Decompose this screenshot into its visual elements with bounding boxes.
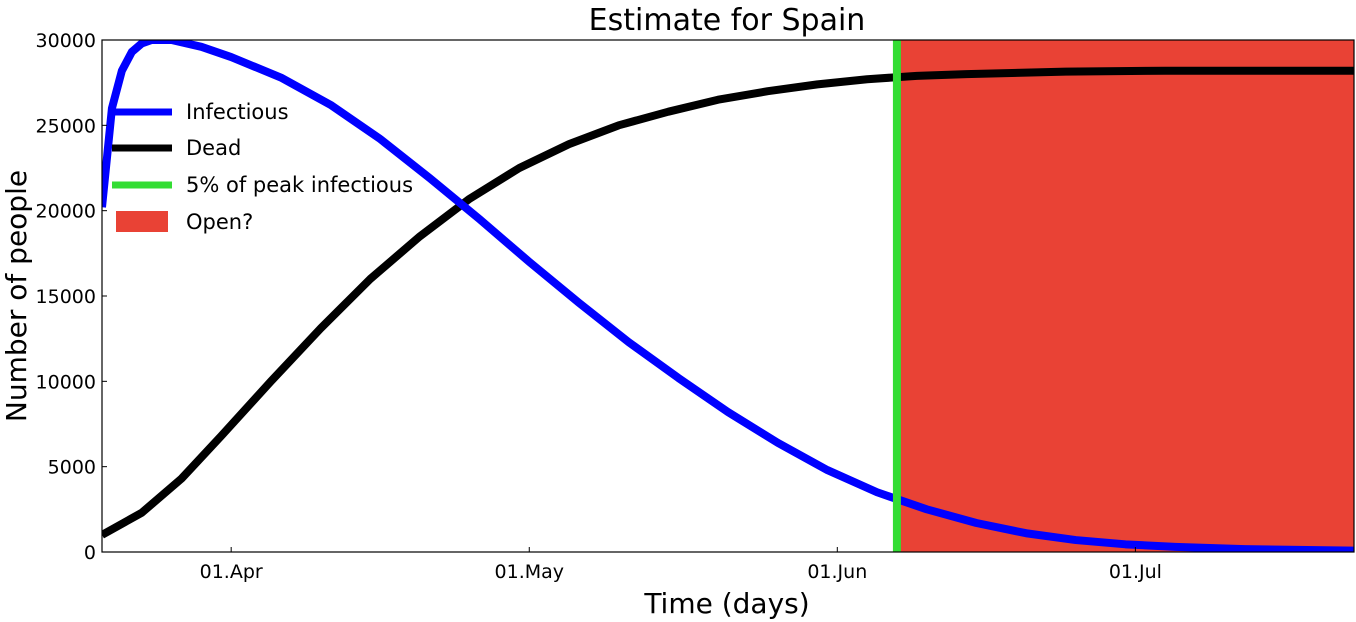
x-tick-label: 01.Jun	[807, 561, 867, 583]
y-axis: 0 5000 10000 15000 20000 25000 30000	[36, 30, 107, 564]
y-tick-label: 25000	[36, 115, 96, 137]
x-tick-label: 01.Apr	[200, 561, 263, 583]
dead-line	[102, 66, 1354, 539]
legend-swatch-open	[116, 211, 168, 232]
open-region	[896, 40, 1354, 552]
legend-label-threshold: 5% of peak infectious	[186, 173, 413, 197]
legend-label-open: Open?	[186, 210, 253, 234]
y-axis-label: Number of people	[0, 170, 33, 422]
y-tick-label: 10000	[36, 371, 96, 393]
y-tick-label: 5000	[48, 457, 96, 479]
y-tick-label: 15000	[36, 286, 96, 308]
legend-label-infectious: Infectious	[186, 100, 289, 124]
y-tick-label: 20000	[36, 201, 96, 223]
y-tick-label: 30000	[36, 30, 96, 52]
chart-title: Estimate for Spain	[589, 3, 866, 38]
x-axis-label: Time (days)	[643, 587, 809, 620]
x-tick-label: 01.Jul	[1109, 561, 1162, 583]
x-axis: 01.Apr 01.May 01.Jun 01.Jul	[200, 547, 1162, 583]
y-tick-label: 0	[84, 542, 96, 564]
x-tick-label: 01.May	[495, 561, 565, 583]
plot-area	[102, 40, 1354, 552]
legend: Infectious Dead 5% of peak infectious Op…	[112, 100, 413, 234]
legend-label-dead: Dead	[186, 136, 241, 160]
